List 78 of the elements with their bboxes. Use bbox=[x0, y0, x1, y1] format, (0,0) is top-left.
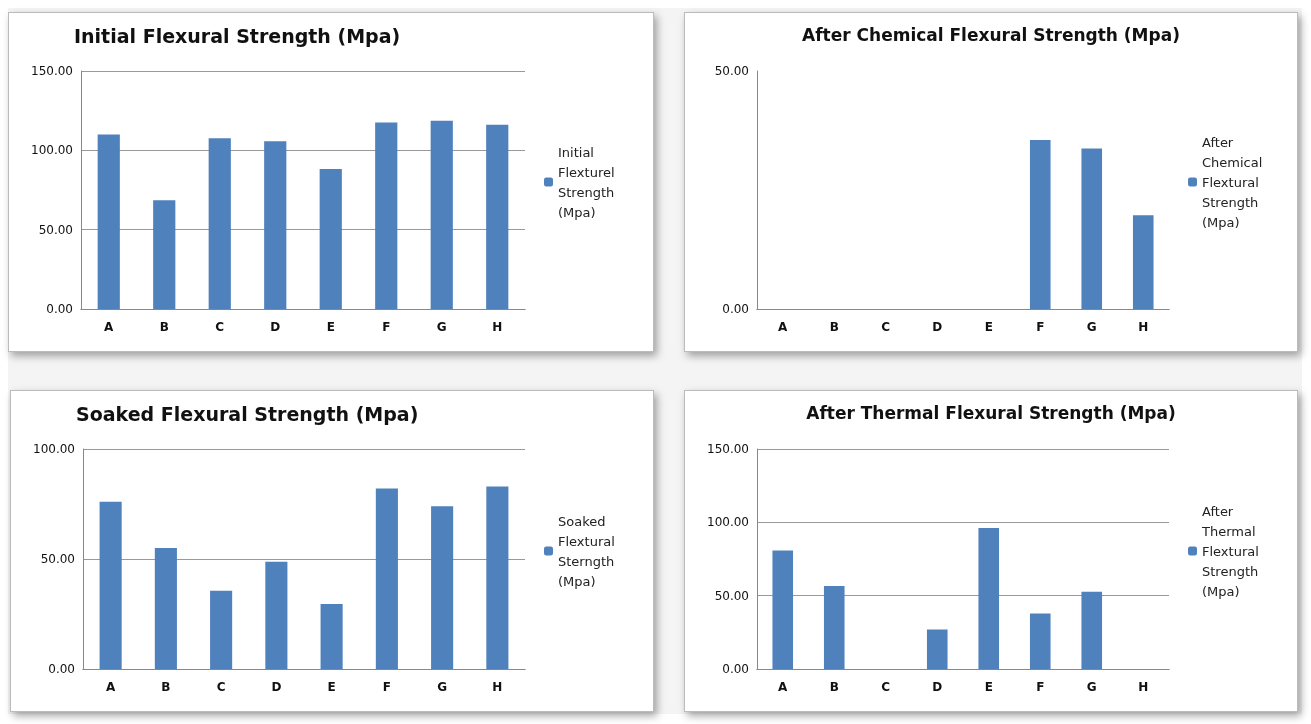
bar bbox=[772, 550, 794, 669]
x-tick-label: D bbox=[932, 320, 943, 334]
bar bbox=[208, 138, 231, 309]
bar bbox=[1081, 148, 1103, 309]
x-tick-label: H bbox=[492, 680, 503, 694]
chart-title: Initial Flexural Strength (Mpa) bbox=[74, 24, 401, 47]
x-tick-label: G bbox=[1086, 320, 1097, 334]
bar bbox=[375, 488, 398, 669]
bar bbox=[486, 486, 509, 669]
bar bbox=[97, 134, 120, 309]
y-tick-label: 0.00 bbox=[46, 302, 73, 316]
x-tick-label: F bbox=[382, 680, 391, 694]
x-tick-label: F bbox=[1036, 680, 1045, 694]
x-tick-label: A bbox=[778, 680, 789, 694]
x-tick-label: D bbox=[270, 320, 281, 334]
y-tick-label: 150.00 bbox=[31, 64, 73, 78]
bar bbox=[319, 168, 342, 309]
x-tick-label: H bbox=[492, 320, 503, 334]
x-tick-label: G bbox=[436, 320, 447, 334]
x-tick-label: E bbox=[984, 320, 993, 334]
bar bbox=[99, 501, 122, 669]
bar bbox=[265, 561, 288, 669]
bar bbox=[926, 629, 948, 669]
x-tick-label: C bbox=[881, 680, 891, 694]
bar bbox=[431, 506, 454, 669]
x-tick-label: F bbox=[382, 320, 391, 334]
x-tick-label: B bbox=[161, 680, 171, 694]
bar bbox=[264, 141, 287, 309]
x-tick-label: E bbox=[326, 320, 335, 334]
y-tick-label: 100.00 bbox=[31, 143, 73, 158]
x-tick-label: E bbox=[984, 680, 993, 694]
y-tick-label: 50.00 bbox=[714, 64, 749, 78]
x-tick-label: C bbox=[215, 320, 225, 334]
legend-label: After Thermal Flextural Strength (Mpa) bbox=[1201, 503, 1263, 599]
chart-title: After Chemical Flexural Strength (Mpa) bbox=[802, 24, 1180, 45]
x-tick-label: B bbox=[159, 320, 169, 334]
x-tick-label: A bbox=[105, 680, 116, 694]
y-tick-label: 100.00 bbox=[33, 442, 75, 456]
x-tick-label: H bbox=[1138, 320, 1149, 334]
legend-label: Soaked Flextural Sterngth (Mpa) bbox=[558, 513, 619, 589]
y-tick-label: 0.00 bbox=[722, 302, 749, 316]
x-tick-label: G bbox=[437, 680, 448, 694]
y-tick-label: 0.00 bbox=[722, 662, 749, 676]
bar bbox=[154, 548, 177, 669]
bar bbox=[486, 124, 509, 309]
bar bbox=[1081, 591, 1103, 669]
bar bbox=[320, 604, 343, 669]
x-tick-label: C bbox=[881, 320, 891, 334]
bar bbox=[430, 120, 453, 309]
y-tick-label: 50.00 bbox=[40, 552, 75, 566]
x-tick-label: E bbox=[327, 680, 336, 694]
x-tick-label: C bbox=[216, 680, 226, 694]
chart-title: Soaked Flexural Strength (Mpa) bbox=[76, 402, 419, 425]
bar bbox=[153, 200, 176, 309]
chart-title: After Thermal Flexural Strength (Mpa) bbox=[806, 402, 1176, 423]
bar bbox=[210, 590, 233, 669]
x-tick-label: G bbox=[1086, 680, 1097, 694]
bar bbox=[1029, 613, 1051, 669]
y-tick-label: 100.00 bbox=[707, 515, 749, 530]
x-tick-label: A bbox=[778, 320, 789, 334]
y-tick-label: 50.00 bbox=[714, 588, 749, 603]
x-tick-label: A bbox=[104, 320, 115, 334]
legend-label: After Chemical Flextural Strength (Mpa) bbox=[1202, 134, 1267, 230]
bar bbox=[823, 585, 845, 669]
x-tick-label: B bbox=[829, 680, 839, 694]
y-tick-label: 0.00 bbox=[48, 662, 75, 676]
y-tick-label: 50.00 bbox=[38, 222, 73, 237]
legend-label: Initial Flexturel Strength (Mpa) bbox=[558, 144, 619, 220]
x-tick-label: H bbox=[1138, 680, 1149, 694]
bar bbox=[375, 122, 398, 309]
bar bbox=[978, 527, 1000, 669]
x-tick-label: B bbox=[829, 320, 839, 334]
x-tick-label: D bbox=[932, 680, 943, 694]
bar bbox=[1029, 140, 1051, 309]
bar bbox=[1132, 215, 1154, 309]
x-tick-label: F bbox=[1036, 320, 1045, 334]
y-tick-label: 150.00 bbox=[707, 442, 749, 456]
x-tick-label: D bbox=[271, 680, 282, 694]
